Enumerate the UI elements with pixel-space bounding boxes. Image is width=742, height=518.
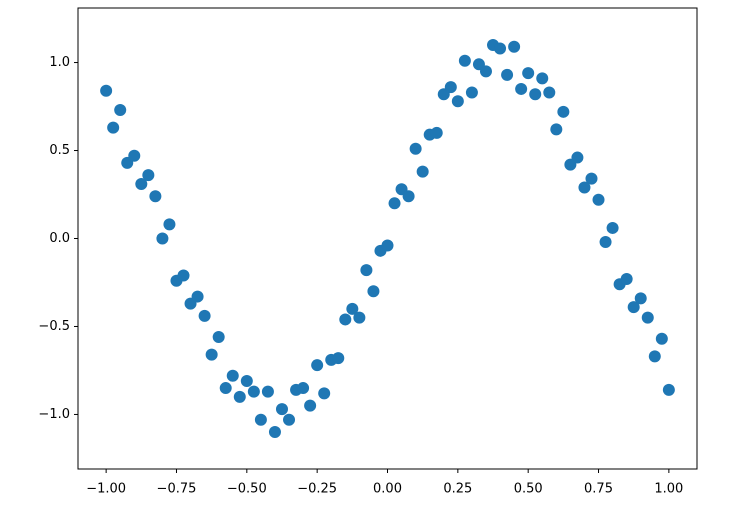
point: [177, 269, 190, 282]
point: [212, 331, 225, 344]
point: [233, 390, 246, 403]
point: [226, 369, 239, 382]
point: [465, 86, 478, 99]
point: [599, 236, 612, 249]
point: [522, 67, 535, 80]
point: [360, 264, 373, 277]
point: [578, 181, 591, 194]
point: [353, 311, 366, 324]
point: [318, 387, 331, 400]
x-tick-label: 0.00: [373, 482, 402, 497]
point: [261, 385, 274, 398]
point: [219, 382, 232, 395]
point: [339, 313, 352, 326]
point: [304, 399, 317, 412]
y-tick-label: 0.5: [49, 143, 70, 158]
point: [634, 292, 647, 305]
point: [409, 142, 422, 155]
point: [100, 84, 113, 97]
point: [142, 169, 155, 182]
point: [557, 105, 570, 118]
x-tick-label: 0.75: [584, 482, 613, 497]
point: [515, 82, 528, 95]
point: [501, 68, 514, 81]
x-tick-label: −0.25: [297, 482, 337, 497]
point: [346, 302, 359, 315]
point: [662, 383, 675, 396]
x-tick-label: −0.50: [227, 482, 267, 497]
point: [367, 285, 380, 298]
point: [543, 86, 556, 99]
point: [606, 221, 619, 234]
y-tick-label: −1.0: [38, 407, 70, 422]
point: [114, 104, 127, 117]
point: [416, 165, 429, 178]
x-tick-label: −1.00: [86, 482, 126, 497]
point: [297, 382, 310, 395]
point: [458, 54, 471, 67]
point: [311, 359, 324, 372]
point: [494, 42, 507, 55]
x-tick-label: 1.00: [654, 482, 683, 497]
point: [585, 172, 598, 185]
point: [451, 95, 464, 108]
point: [107, 121, 120, 134]
y-tick-label: 0.0: [49, 231, 70, 246]
x-tick-label: 0.50: [514, 482, 543, 497]
point: [149, 190, 162, 203]
point: [268, 426, 281, 439]
point: [402, 190, 415, 203]
point: [430, 126, 443, 139]
point: [550, 123, 563, 136]
point: [275, 403, 288, 416]
point: [156, 232, 169, 245]
point: [381, 239, 394, 252]
x-tick-label: −0.75: [157, 482, 197, 497]
point: [592, 193, 605, 206]
y-tick-label: 1.0: [49, 55, 70, 70]
y-tick-label: −0.5: [38, 319, 70, 334]
point: [205, 348, 218, 361]
x-tick-label: 0.25: [443, 482, 472, 497]
point: [240, 375, 253, 388]
point: [163, 218, 176, 231]
point: [479, 65, 492, 78]
point: [571, 151, 584, 164]
point: [135, 177, 148, 190]
point: [247, 385, 260, 398]
point: [529, 88, 542, 101]
point: [283, 413, 296, 426]
point: [620, 272, 633, 285]
point: [191, 290, 204, 303]
point: [648, 350, 661, 363]
point: [388, 197, 401, 210]
point: [332, 352, 345, 365]
point: [627, 301, 640, 314]
point: [128, 149, 141, 162]
point: [655, 332, 668, 345]
point: [444, 81, 457, 94]
point: [254, 413, 267, 426]
point: [641, 311, 654, 324]
point: [198, 309, 211, 322]
point: [536, 72, 549, 85]
point: [508, 40, 521, 53]
